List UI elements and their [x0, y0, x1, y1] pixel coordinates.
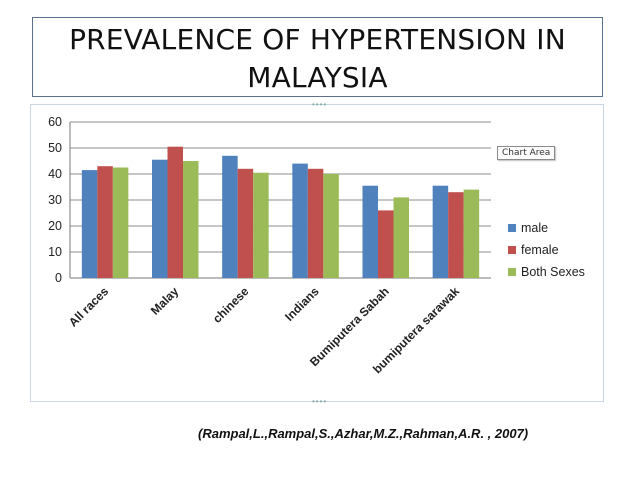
bar-male: [81, 170, 98, 278]
bar-female: [307, 168, 324, 278]
bar-both-sexes: [112, 167, 129, 278]
bar-female: [167, 146, 183, 278]
y-tick-label: 30: [48, 193, 62, 207]
x-category-label: All races: [66, 284, 112, 330]
x-category-label: chinese: [210, 284, 252, 326]
citation: (Rampal,L.,Rampal,S.,Azhar,M.Z.,Rahman,A…: [198, 426, 529, 441]
legend-label: female: [521, 243, 559, 257]
bar-both-sexes: [463, 189, 480, 278]
resize-handle-bottom[interactable]: ••••: [312, 397, 328, 406]
bar-female: [97, 166, 113, 278]
bar-male: [432, 185, 449, 278]
bar-female: [448, 192, 464, 278]
bar-male: [222, 155, 238, 278]
bar-male: [152, 159, 168, 278]
slide-title-box: PREVALENCE OF HYPERTENSION IN MALAYSIA: [32, 17, 603, 97]
y-tick-label: 60: [48, 115, 62, 129]
bar-chart: 0 10 20 30 40 50 60 All races Malay chinese Indian…: [48, 115, 585, 376]
y-tick-label: 0: [55, 271, 62, 285]
legend-swatch: [508, 224, 516, 232]
bar-male: [362, 185, 378, 278]
y-tick-label: 20: [48, 219, 62, 233]
bar-both-sexes: [183, 161, 199, 278]
chart-area-tooltip: Chart Area: [497, 146, 556, 160]
y-tick-label: 50: [48, 141, 62, 155]
x-category-label: Malay: [148, 284, 182, 318]
y-tick-label: 10: [48, 245, 62, 259]
slide-title-line-2: MALAYSIA: [247, 61, 388, 94]
bar-both-sexes: [253, 172, 269, 278]
bar-male: [292, 163, 308, 278]
legend-label: Both Sexes: [521, 265, 585, 279]
legend-swatch: [508, 246, 516, 254]
bar-female: [378, 210, 394, 278]
x-category-label: Indians: [282, 284, 322, 324]
resize-handle-top[interactable]: ••••: [312, 100, 328, 109]
legend-label: male: [521, 221, 548, 235]
bar-both-sexes: [323, 174, 339, 278]
legend-swatch: [508, 268, 516, 276]
bar-both-sexes: [393, 197, 409, 278]
bar-female: [237, 168, 254, 278]
slide-title-line-1: PREVALENCE OF HYPERTENSION IN: [69, 23, 566, 56]
y-tick-label: 40: [48, 167, 62, 181]
